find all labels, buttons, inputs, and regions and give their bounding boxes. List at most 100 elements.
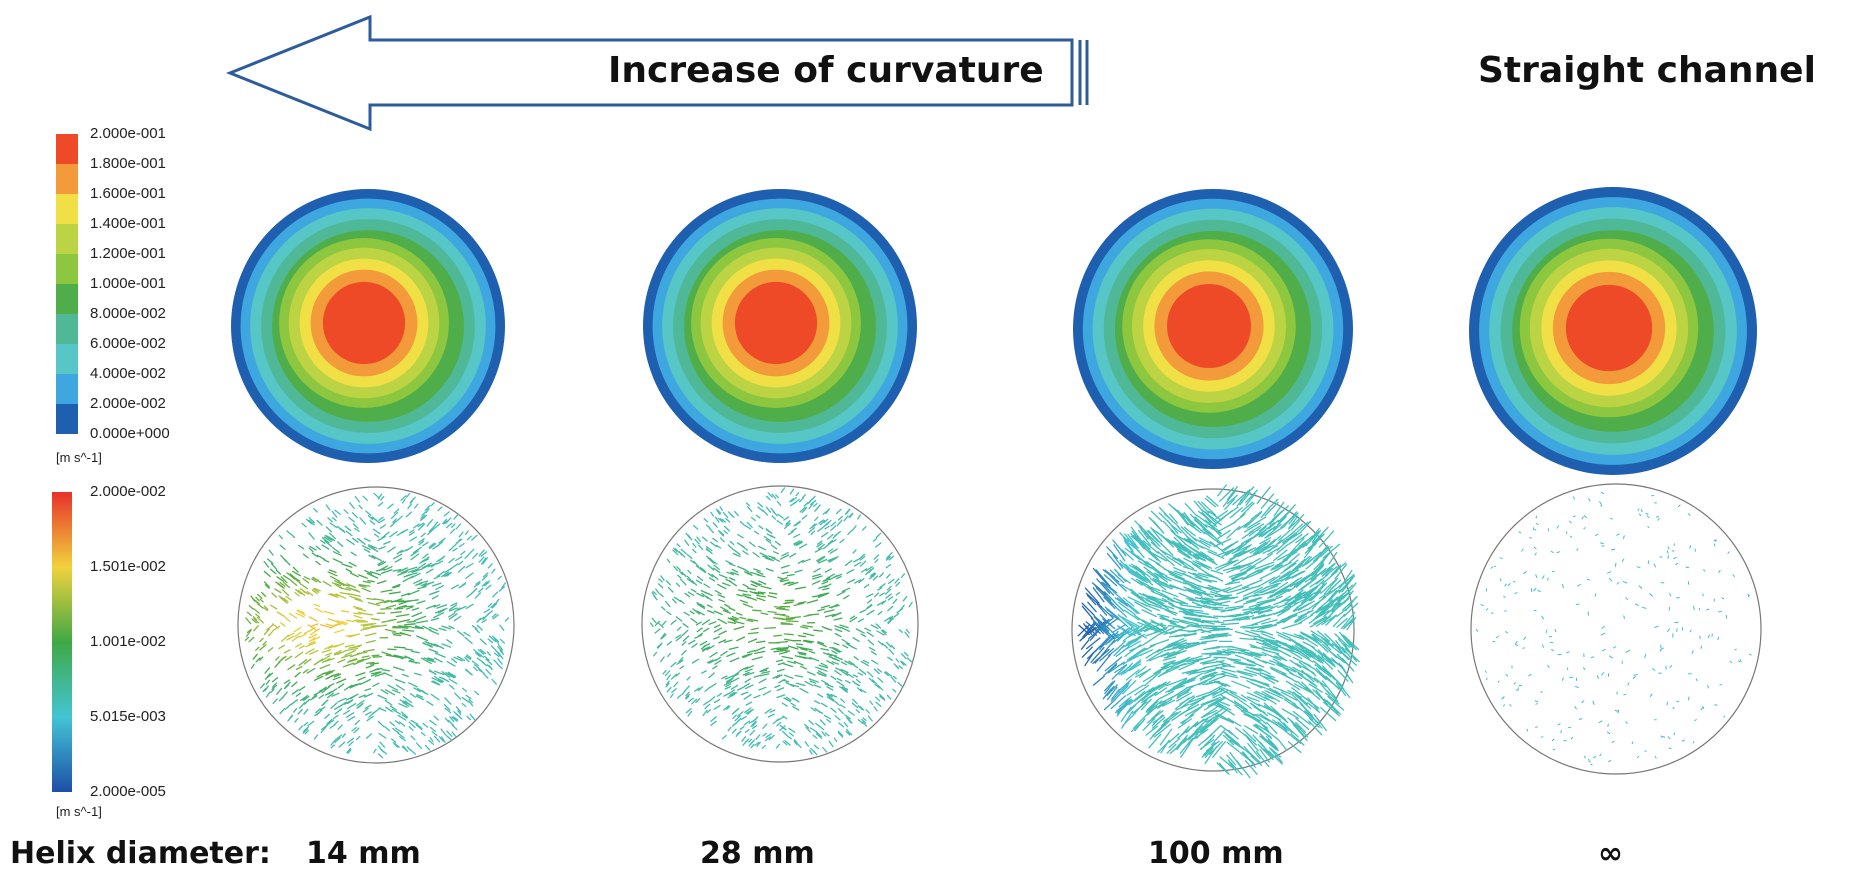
flow-vector — [1154, 600, 1170, 610]
secondary-colorbar-tick-label: 2.000e-005 — [90, 783, 166, 800]
flow-vector — [1120, 583, 1140, 597]
flow-vector — [1158, 681, 1171, 691]
flow-vector — [433, 523, 441, 530]
flow-vector — [758, 678, 767, 684]
flow-vector — [795, 492, 800, 497]
flow-vector — [903, 651, 909, 657]
flow-vector — [731, 708, 739, 715]
flow-vector — [354, 719, 361, 726]
flow-vector — [827, 539, 834, 545]
flow-vector — [1228, 729, 1239, 740]
flow-vector — [1213, 538, 1232, 548]
flow-vector — [1569, 535, 1573, 538]
flow-vector — [461, 702, 467, 708]
flow-vector — [834, 715, 841, 721]
flow-vector — [1245, 597, 1261, 603]
flow-vector — [302, 553, 309, 559]
flow-vector — [1204, 519, 1222, 534]
flow-vector — [1523, 636, 1526, 640]
flow-vector — [474, 592, 482, 599]
flow-vector — [472, 552, 478, 559]
flow-vector — [401, 498, 406, 504]
flow-vector — [1299, 631, 1320, 642]
flow-vector — [354, 527, 360, 533]
flow-vector — [1509, 703, 1512, 707]
flow-vector — [1262, 660, 1275, 666]
flow-vector — [1103, 591, 1116, 603]
flow-vector — [839, 704, 846, 709]
flow-vector — [1263, 727, 1280, 741]
flow-vector — [1717, 636, 1719, 641]
flow-vector — [1221, 543, 1233, 552]
flow-vector — [1112, 539, 1127, 557]
flow-vector — [844, 714, 851, 720]
flow-vector — [1204, 531, 1221, 544]
flow-vector — [817, 558, 828, 564]
flow-vector — [430, 693, 440, 701]
flow-vector — [370, 662, 380, 665]
flow-vector — [343, 709, 351, 715]
flow-vector — [305, 642, 316, 648]
flow-vector — [832, 648, 841, 653]
flow-vector — [303, 698, 311, 705]
flow-vector — [898, 665, 904, 670]
flow-vector — [1166, 555, 1182, 566]
flow-vector — [717, 594, 726, 599]
velocity-colorbar-tick-label: 2.000e-002 — [90, 395, 166, 412]
flow-vector — [861, 721, 868, 727]
flow-vector — [450, 563, 459, 570]
flow-vector — [898, 629, 903, 633]
flow-vector — [377, 694, 388, 700]
flow-vector — [1242, 599, 1257, 605]
flow-vector — [701, 670, 707, 674]
flow-vector — [703, 627, 710, 633]
flow-vector — [411, 626, 422, 629]
flow-vector — [1178, 643, 1197, 650]
flow-vector — [381, 569, 393, 575]
flow-vector — [857, 719, 864, 725]
flow-vector — [280, 576, 288, 584]
flow-vector — [1289, 659, 1302, 669]
flow-vector — [1189, 697, 1205, 706]
flow-vector — [1211, 627, 1234, 631]
flow-vector — [313, 507, 318, 513]
flow-vector — [765, 567, 774, 572]
flow-vector — [404, 700, 414, 708]
flow-vector — [436, 540, 444, 547]
flow-vector — [372, 655, 383, 658]
flow-vector — [1165, 576, 1187, 585]
flow-vector — [1224, 605, 1244, 610]
flow-vector — [1096, 653, 1112, 672]
flow-vector — [411, 568, 421, 573]
flow-vector — [1180, 743, 1191, 758]
flow-vector — [303, 721, 308, 727]
flow-vector — [1317, 649, 1334, 666]
flow-vector — [385, 604, 397, 609]
flow-vector — [866, 609, 875, 616]
flow-vector — [320, 539, 326, 544]
flow-vector — [1120, 662, 1134, 676]
flow-vector — [801, 558, 811, 563]
flow-vector — [1215, 702, 1235, 716]
flow-vector — [1246, 736, 1259, 752]
flow-vector — [498, 586, 505, 592]
flow-vector — [1749, 653, 1752, 656]
flow-vector — [1295, 555, 1311, 570]
flow-vector — [1108, 574, 1120, 585]
flow-vector — [1182, 566, 1198, 572]
flow-vector — [855, 678, 861, 684]
flow-vector — [1243, 745, 1255, 759]
flow-vector — [433, 643, 445, 650]
flow-vector — [1636, 566, 1641, 568]
flow-vector — [813, 567, 821, 573]
flow-vector — [433, 657, 443, 663]
flow-vector — [1725, 614, 1728, 619]
flow-vector — [731, 677, 740, 683]
flow-vector — [1120, 706, 1132, 723]
flow-vector — [841, 671, 849, 677]
flow-vector — [283, 649, 291, 654]
flow-vector — [1167, 648, 1185, 658]
flow-vector — [1167, 598, 1183, 605]
flow-vector — [742, 603, 753, 608]
flow-vector — [1193, 614, 1213, 618]
